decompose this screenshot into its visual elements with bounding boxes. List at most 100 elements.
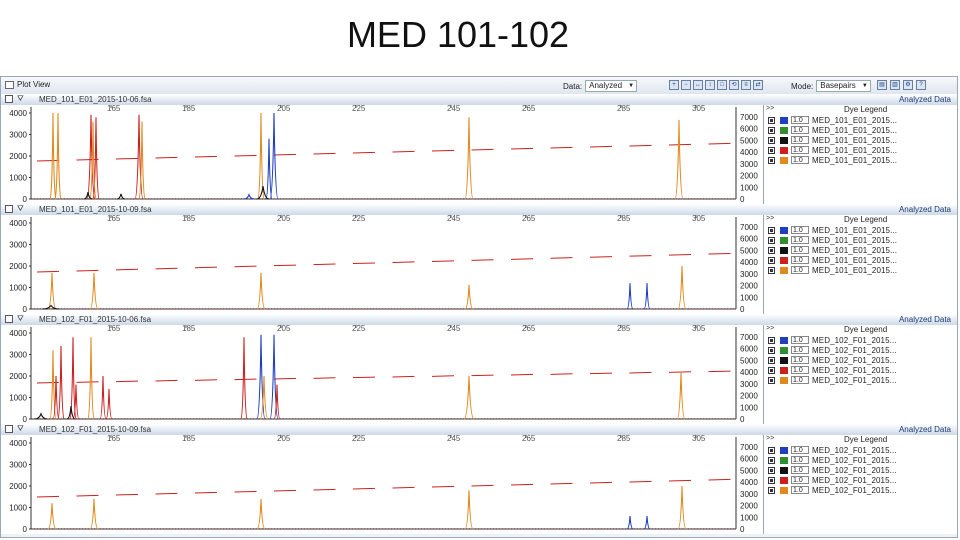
legend-expand-icon[interactable]: >> (766, 215, 775, 222)
dye-scale-input[interactable]: 1.0 (791, 126, 809, 134)
dye-legend-row[interactable]: 1.0 MED_102_F01_2015... (768, 445, 897, 455)
dye-visible-checkbox[interactable] (768, 366, 775, 374)
dye-visible-checkbox[interactable] (768, 336, 775, 344)
zoom-out-icon[interactable]: − (681, 80, 691, 90)
size-standard-segment (76, 158, 99, 161)
filter-icon[interactable]: ⛛ (17, 424, 24, 433)
help-icon[interactable]: ? (916, 80, 926, 90)
dye-visible-checkbox[interactable] (768, 476, 775, 484)
dye-legend-row[interactable]: 1.0 MED_102_F01_2015... (768, 465, 897, 475)
dye-visible-checkbox[interactable] (768, 116, 775, 124)
dye-scale-input[interactable]: 1.0 (791, 476, 809, 484)
dye-color-swatch (780, 246, 788, 254)
dye-legend-row[interactable]: 1.0 MED_102_F01_2015... (768, 375, 897, 385)
chart-icon[interactable]: ▥ (890, 80, 900, 90)
dye-visible-checkbox[interactable] (768, 446, 775, 454)
panel-checkbox[interactable] (5, 315, 13, 323)
mode-dropdown[interactable]: Basepairs ▼ (816, 80, 871, 92)
trace-peak (269, 334, 279, 420)
full-view-icon[interactable]: □ (717, 80, 727, 90)
sync-icon[interactable]: ⇄ (753, 80, 763, 90)
dye-scale-input[interactable]: 1.0 (791, 366, 809, 374)
dye-scale-input[interactable]: 1.0 (791, 136, 809, 144)
dye-color-swatch (780, 236, 788, 244)
dye-visible-checkbox[interactable] (768, 226, 775, 234)
electropherogram-plot[interactable]: 165 185 205 225 245 265 285 305 4000 3000 2000 1000… (1, 325, 764, 424)
zoom-x-icon[interactable]: ↔ (693, 80, 703, 90)
dye-scale-input[interactable]: 1.0 (791, 336, 809, 344)
dye-visible-checkbox[interactable] (768, 236, 775, 244)
dye-legend-row[interactable]: 1.0 MED_101_E01_2015... (768, 135, 897, 145)
dye-visible-checkbox[interactable] (768, 146, 775, 154)
dye-visible-checkbox[interactable] (768, 156, 775, 164)
dye-legend-row[interactable]: 1.0 MED_102_F01_2015... (768, 345, 897, 355)
filter-icon[interactable]: ⛛ (17, 204, 24, 213)
dye-legend-row[interactable]: 1.0 MED_102_F01_2015... (768, 365, 897, 375)
dye-visible-checkbox[interactable] (768, 266, 775, 274)
size-standard-segment (392, 150, 415, 153)
panel-checkbox[interactable] (5, 425, 13, 433)
dye-legend-row[interactable]: 1.0 MED_101_E01_2015... (768, 145, 897, 155)
panel-checkbox[interactable] (5, 95, 13, 103)
dye-visible-checkbox[interactable] (768, 466, 775, 474)
dye-visible-checkbox[interactable] (768, 486, 775, 494)
dye-legend-row[interactable]: 1.0 MED_102_F01_2015... (768, 355, 897, 365)
dye-legend-row[interactable]: 1.0 MED_102_F01_2015... (768, 475, 897, 485)
dye-legend-row[interactable]: 1.0 MED_101_E01_2015... (768, 255, 897, 265)
dye-visible-checkbox[interactable] (768, 126, 775, 134)
zoom-y-icon[interactable]: ↕ (705, 80, 715, 90)
dye-legend-row[interactable]: 1.0 MED_102_F01_2015... (768, 485, 897, 495)
dye-scale-input[interactable]: 1.0 (791, 356, 809, 364)
dye-scale-input[interactable]: 1.0 (791, 446, 809, 454)
dye-scale-input[interactable]: 1.0 (791, 456, 809, 464)
reset-view-icon[interactable]: ⟲ (729, 80, 739, 90)
legend-expand-icon[interactable]: >> (766, 105, 775, 112)
dye-visible-checkbox[interactable] (768, 256, 775, 264)
dye-scale-input[interactable]: 1.0 (791, 266, 809, 274)
y-tick-label-right: 6000 (740, 345, 758, 354)
dye-scale-input[interactable]: 1.0 (791, 256, 809, 264)
electropherogram-plot[interactable]: 165 185 205 225 245 265 285 305 4000 3000 2000 1000… (1, 105, 764, 204)
dye-legend-row[interactable]: 1.0 MED_102_F01_2015... (768, 455, 897, 465)
dye-scale-input[interactable]: 1.0 (791, 486, 809, 494)
dye-color-swatch (780, 336, 788, 344)
dye-scale-input[interactable]: 1.0 (791, 246, 809, 254)
dye-visible-checkbox[interactable] (768, 356, 775, 364)
overlay-icon[interactable]: ≡ (741, 80, 751, 90)
dye-scale-input[interactable]: 1.0 (791, 346, 809, 354)
size-standard-segment (629, 371, 652, 374)
trace-peak (463, 375, 475, 420)
dye-scale-input[interactable]: 1.0 (791, 146, 809, 154)
dye-scale-input[interactable]: 1.0 (791, 466, 809, 474)
panel-checkbox[interactable] (5, 205, 13, 213)
dye-legend-row[interactable]: 1.0 MED_102_F01_2015... (768, 335, 897, 345)
dye-visible-checkbox[interactable] (768, 346, 775, 354)
settings-icon[interactable]: ⚙ (903, 80, 913, 90)
dye-visible-checkbox[interactable] (768, 456, 775, 464)
dye-legend-row[interactable]: 1.0 MED_101_E01_2015... (768, 125, 897, 135)
trace-peak (54, 112, 62, 200)
dye-legend-row[interactable]: 1.0 MED_101_E01_2015... (768, 225, 897, 235)
legend-expand-icon[interactable]: >> (766, 325, 775, 332)
filter-icon[interactable]: ⛛ (17, 94, 24, 103)
dye-visible-checkbox[interactable] (768, 246, 775, 254)
dye-legend-row[interactable]: 1.0 MED_101_E01_2015... (768, 265, 897, 275)
dye-visible-checkbox[interactable] (768, 376, 775, 384)
dye-scale-input[interactable]: 1.0 (791, 376, 809, 384)
dye-legend-row[interactable]: 1.0 MED_101_E01_2015... (768, 235, 897, 245)
data-dropdown[interactable]: Analyzed ▼ (585, 80, 638, 92)
dye-visible-checkbox[interactable] (768, 136, 775, 144)
dye-legend-row[interactable]: 1.0 MED_101_E01_2015... (768, 245, 897, 255)
filter-icon[interactable]: ⛛ (17, 314, 24, 323)
zoom-in-icon[interactable]: + (669, 80, 679, 90)
dye-legend-row[interactable]: 1.0 MED_101_E01_2015... (768, 115, 897, 125)
dye-scale-input[interactable]: 1.0 (791, 116, 809, 124)
legend-expand-icon[interactable]: >> (766, 435, 775, 442)
electropherogram-plot[interactable]: 165 185 205 225 245 265 285 305 4000 3000 2000 1000… (1, 435, 764, 534)
print-icon[interactable]: ▤ (877, 80, 887, 90)
dye-legend-row[interactable]: 1.0 MED_101_E01_2015... (768, 155, 897, 165)
dye-scale-input[interactable]: 1.0 (791, 156, 809, 164)
dye-scale-input[interactable]: 1.0 (791, 236, 809, 244)
electropherogram-plot[interactable]: 165 185 205 225 245 265 285 305 4000 3000 2000 1000… (1, 215, 764, 314)
dye-scale-input[interactable]: 1.0 (791, 226, 809, 234)
